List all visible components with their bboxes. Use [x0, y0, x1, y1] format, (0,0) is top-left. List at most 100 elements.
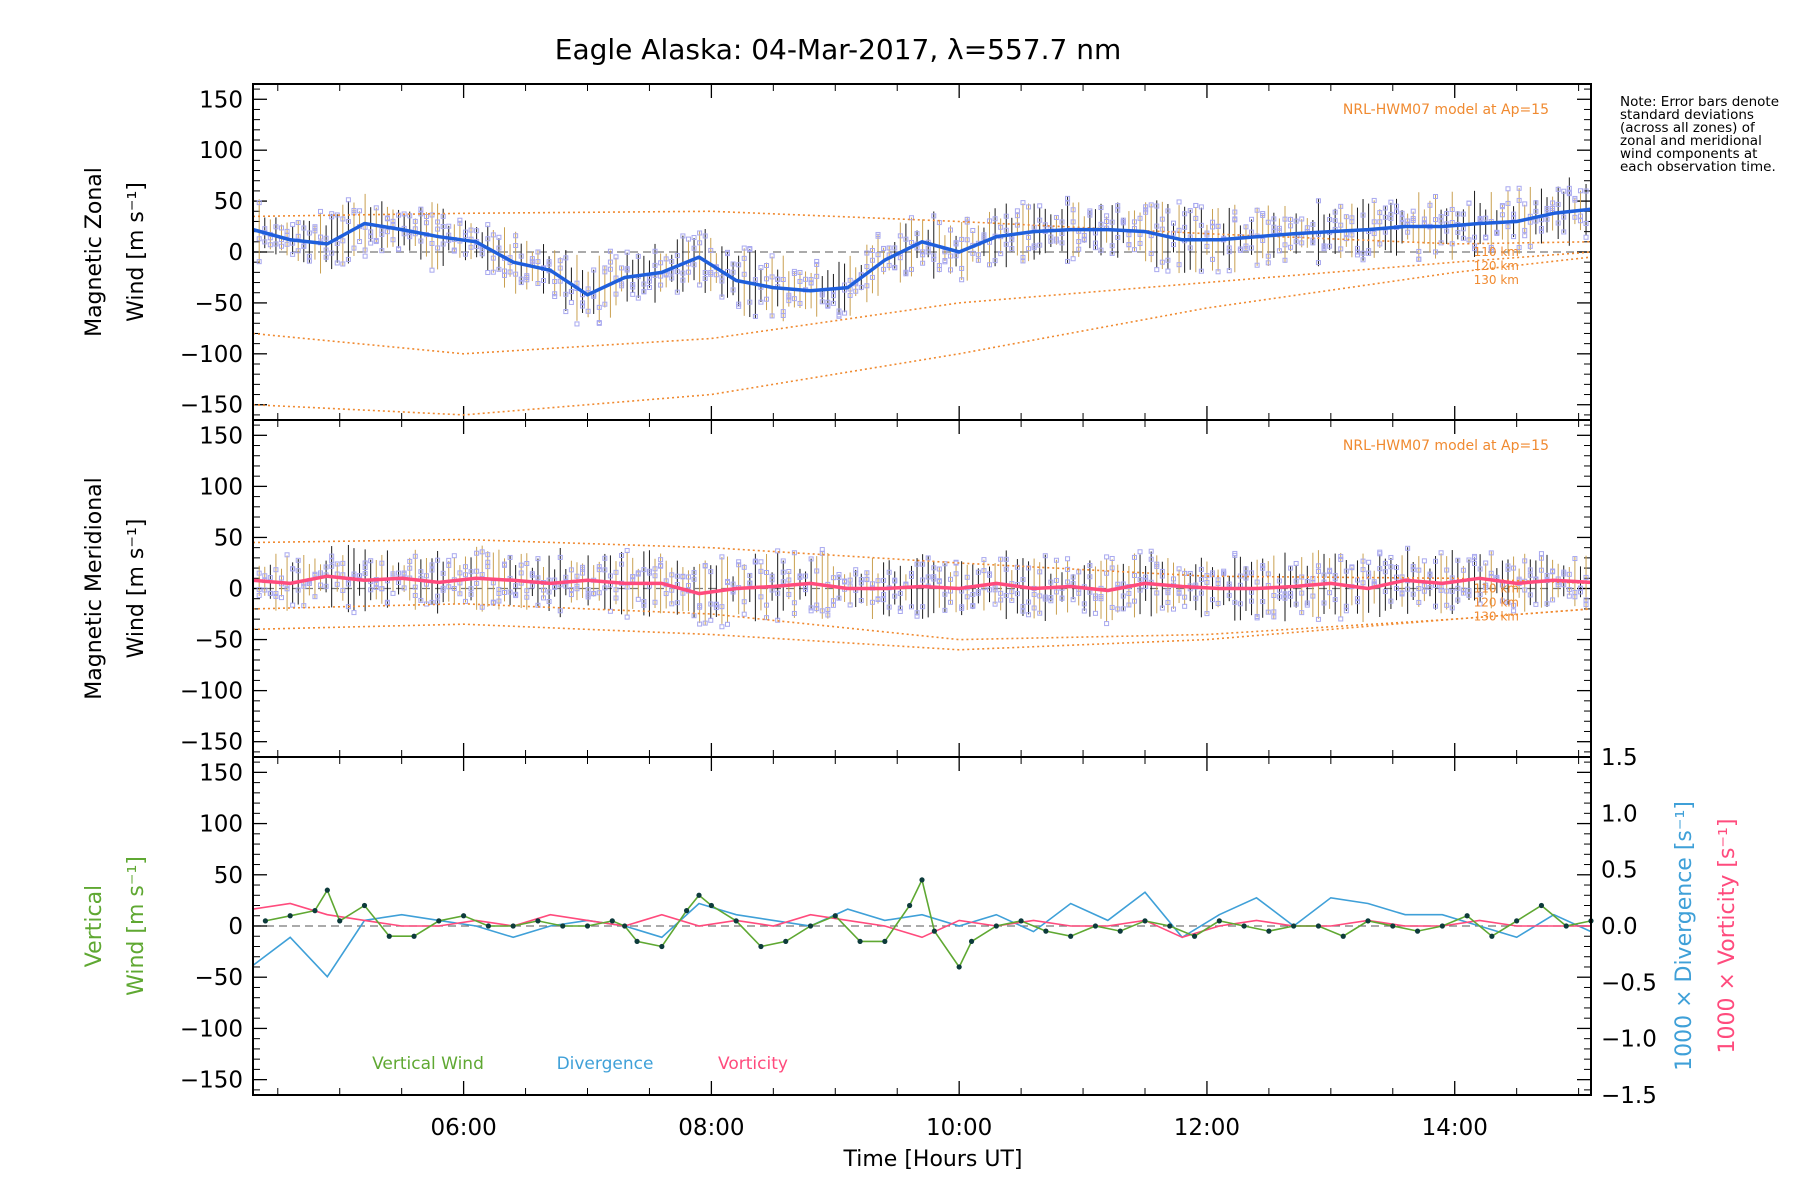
vertical-wind-point — [436, 918, 442, 924]
sample-point — [881, 245, 887, 251]
sample-point — [440, 570, 446, 576]
sample-point — [262, 239, 268, 245]
vertical-wind-point — [622, 923, 628, 929]
sample-point — [529, 571, 535, 577]
sample-point — [1092, 240, 1098, 246]
sample-point — [1009, 246, 1015, 252]
sample-point — [730, 261, 736, 267]
sample-point — [1104, 570, 1110, 576]
sample-point — [1249, 245, 1255, 251]
sample-point — [897, 590, 903, 596]
sample-point — [830, 300, 836, 306]
vertical-wind-point — [609, 918, 615, 924]
sample-point — [546, 599, 552, 605]
sample-point — [340, 261, 346, 267]
sample-point — [474, 568, 480, 574]
sample-point — [953, 253, 959, 259]
sample-point — [858, 580, 864, 586]
sample-point — [1410, 563, 1416, 569]
sample-point — [423, 220, 429, 226]
sample-point — [1360, 567, 1366, 573]
sample-point — [613, 595, 619, 601]
sample-point — [580, 303, 586, 309]
model-altitude-label: 120 km — [1474, 259, 1519, 273]
sample-point — [1555, 220, 1561, 226]
sample-point — [959, 277, 965, 283]
sample-point — [490, 255, 496, 261]
sample-point — [1282, 216, 1288, 222]
sample-point — [931, 576, 937, 582]
sample-point — [702, 275, 708, 281]
sample-point — [1343, 214, 1349, 220]
sample-point — [1293, 239, 1299, 245]
sample-point — [323, 235, 329, 241]
sample-point — [351, 610, 357, 616]
sample-point — [1288, 590, 1294, 596]
sample-point — [814, 261, 820, 267]
sample-point — [1026, 246, 1032, 252]
sample-point — [1499, 598, 1505, 604]
sample-point — [780, 312, 786, 318]
sample-point — [808, 556, 814, 562]
sample-point — [747, 572, 753, 578]
vertical-wind-point — [510, 923, 516, 929]
sample-point — [741, 564, 747, 570]
sample-point — [920, 252, 926, 258]
sample-point — [1416, 599, 1422, 605]
sample-point — [646, 284, 652, 290]
sample-point — [596, 304, 602, 310]
sample-point — [1232, 552, 1238, 558]
plot-frame — [252, 756, 1592, 1096]
sample-point — [306, 258, 312, 264]
sample-point — [1527, 243, 1533, 249]
sample-point — [1042, 594, 1048, 600]
sample-point — [1065, 579, 1071, 585]
sample-point — [1059, 240, 1065, 246]
vertical-wind-point — [733, 918, 739, 924]
sample-point — [925, 249, 931, 255]
y-axis-label: Wind [m s⁻¹] — [124, 519, 149, 659]
x-axis-label: Time [Hours UT] — [843, 1147, 1023, 1172]
sample-point — [708, 247, 714, 253]
sample-point — [1159, 259, 1165, 265]
sample-point — [574, 280, 580, 286]
sample-point — [468, 569, 474, 575]
sample-point — [635, 570, 641, 576]
y-tick-label: 50 — [214, 863, 243, 889]
sample-point — [529, 583, 535, 589]
sample-point — [713, 602, 719, 608]
sample-point — [992, 587, 998, 593]
sample-point — [557, 608, 563, 614]
sample-point — [1455, 211, 1461, 217]
sample-point — [1053, 214, 1059, 220]
sample-point — [959, 265, 965, 271]
sample-point — [474, 244, 480, 250]
sample-point — [278, 225, 284, 231]
sample-point — [306, 581, 312, 587]
sample-point — [1182, 224, 1188, 230]
sample-point — [691, 235, 697, 241]
sample-point — [998, 224, 1004, 230]
sample-point — [630, 574, 636, 580]
sample-point — [1483, 215, 1489, 221]
sample-point — [1288, 565, 1294, 571]
sample-point — [513, 591, 519, 597]
sample-point — [814, 258, 820, 264]
sample-point — [987, 262, 993, 268]
sample-point — [485, 270, 491, 276]
sample-point — [719, 294, 725, 300]
sample-point — [524, 560, 530, 566]
sample-point — [691, 570, 697, 576]
sample-point — [869, 248, 875, 254]
sample-point — [1321, 572, 1327, 578]
sample-point — [490, 232, 496, 238]
sample-point — [1243, 575, 1249, 581]
sample-point — [535, 249, 541, 255]
sample-point — [803, 276, 809, 282]
sample-point — [1466, 557, 1472, 563]
sample-point — [446, 557, 452, 563]
model-curve-130-km — [252, 256, 1592, 416]
sample-point — [1053, 236, 1059, 242]
sample-point — [741, 245, 747, 251]
sample-point — [1538, 228, 1544, 234]
